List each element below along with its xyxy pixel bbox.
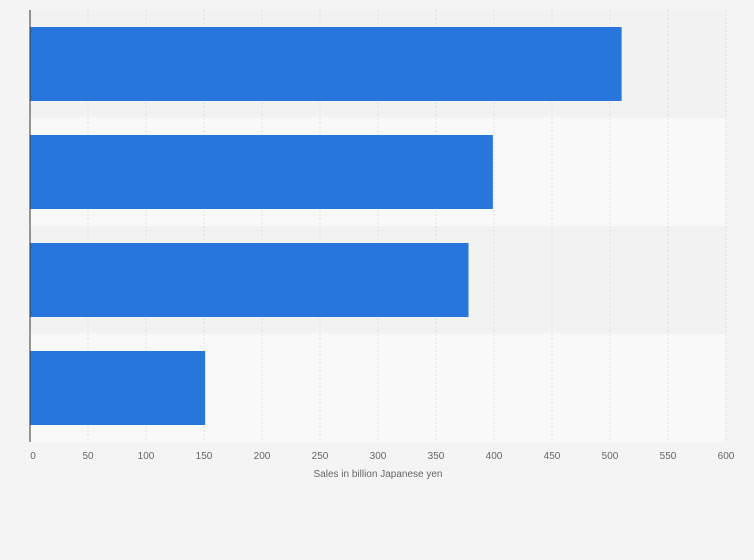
x-tick-label: 250	[312, 451, 329, 462]
bar	[30, 27, 622, 101]
x-tick-labels: 0 50 100 150 200 250 300 350 400 450 500 550 600	[30, 451, 735, 462]
x-tick-label: 300	[370, 451, 387, 462]
x-tick-label: 50	[82, 451, 94, 462]
x-tick-label: 550	[660, 451, 677, 462]
x-tick-label: 150	[196, 451, 213, 462]
bar	[30, 135, 493, 209]
bar	[30, 351, 206, 425]
bar	[30, 243, 469, 317]
x-tick-label: 450	[544, 451, 561, 462]
x-tick-label: 400	[486, 451, 503, 462]
x-tick-label: 600	[718, 451, 735, 462]
x-axis-title: Sales in billion Japanese yen	[314, 469, 443, 480]
bars	[30, 27, 622, 425]
x-tick-label: 200	[254, 451, 271, 462]
x-tick-label: 100	[138, 451, 155, 462]
x-tick-label: 0	[30, 451, 36, 462]
x-tick-label: 500	[602, 451, 619, 462]
x-tick-label: 350	[428, 451, 445, 462]
